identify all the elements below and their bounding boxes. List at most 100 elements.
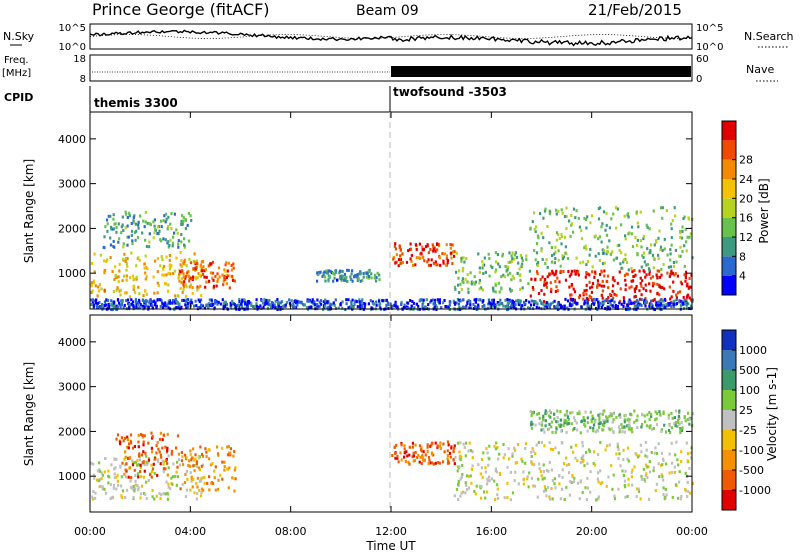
velocity-cell (214, 488, 217, 492)
velocity-cell (530, 414, 533, 418)
velocity-cell (652, 469, 655, 473)
velocity-cell (486, 451, 489, 455)
velocity-cell (584, 410, 587, 414)
velocity-cell (98, 485, 101, 489)
power-cell (355, 300, 358, 304)
power-cell (432, 302, 436, 306)
velocity-cell (176, 434, 180, 438)
velocity-cell (621, 430, 624, 434)
velocity-cell (142, 450, 145, 454)
power-cell (666, 271, 669, 275)
velocity-cell (155, 451, 158, 455)
velocity-cell (446, 440, 450, 444)
power-cell (551, 254, 554, 257)
power-cell (240, 302, 243, 306)
velocity-cell (511, 454, 514, 458)
power-cell (165, 217, 168, 221)
power-cell (562, 270, 565, 273)
velocity-cell (619, 415, 622, 419)
power-cell (600, 284, 603, 288)
velocity-cell (570, 445, 573, 449)
velocity-cell (581, 441, 584, 444)
power-cell (684, 276, 687, 280)
power-cell (642, 234, 645, 238)
power-cell (200, 298, 203, 302)
velocity-cell (617, 425, 621, 429)
power-cell (537, 306, 541, 310)
power-cell (637, 225, 640, 229)
velocity-cell (651, 427, 654, 431)
power-cell (147, 305, 150, 309)
power-cell (555, 208, 558, 212)
power-cell (192, 267, 195, 271)
velocity-cell (513, 479, 516, 483)
power-cell (477, 303, 480, 307)
velocity-cell (195, 497, 198, 501)
velocity-cell (443, 450, 446, 454)
velocity-cell (643, 479, 647, 483)
power-cell (167, 215, 170, 219)
power-cell (161, 306, 165, 310)
power-cell (420, 298, 423, 302)
power-cell (216, 280, 219, 283)
power-cell (439, 263, 442, 267)
velocity-cell (187, 459, 191, 463)
power-cell (325, 271, 328, 275)
power-cell (284, 303, 287, 307)
power-cell (610, 217, 613, 221)
power-cell (510, 260, 513, 263)
power-cell (588, 273, 591, 277)
power-cell (481, 264, 484, 268)
power-cell (424, 306, 427, 310)
power-cell (196, 285, 199, 289)
power-cell (539, 212, 542, 216)
velocity-cell (456, 469, 459, 473)
power-cell (280, 300, 283, 304)
power-cell (646, 247, 649, 251)
power-cell (325, 300, 328, 304)
power-cell (359, 279, 362, 283)
velocity-cell (565, 456, 568, 460)
power-cell (232, 278, 235, 282)
velocity-cell (542, 418, 545, 422)
velocity-cell (576, 459, 579, 463)
power-cell (602, 251, 605, 255)
velocity-cell (594, 430, 597, 434)
power-cell (415, 302, 418, 306)
velocity-cell (599, 441, 602, 444)
power-cell (624, 257, 627, 261)
velocity-cell (453, 444, 456, 448)
velocity-cell (597, 497, 600, 501)
velocity-cell (567, 421, 571, 425)
power-cell (137, 285, 140, 289)
velocity-cell (114, 466, 117, 470)
power-cell (347, 298, 350, 302)
velocity-cell (563, 418, 566, 422)
velocity-cell (599, 412, 602, 416)
power-cell (453, 285, 456, 289)
velocity-cell (548, 495, 551, 499)
power-cell (96, 305, 99, 309)
power-cell (118, 303, 121, 307)
velocity-cell (652, 466, 655, 470)
velocity-cell (142, 443, 145, 447)
power-cell (128, 305, 131, 309)
velocity-cell (408, 462, 411, 466)
velocity-cell (454, 455, 457, 459)
power-cell (642, 237, 645, 241)
velocity-cell (623, 418, 626, 422)
power-cell (466, 300, 469, 304)
power-cell (669, 258, 672, 262)
power-cell (527, 306, 530, 310)
velocity-cell (470, 481, 473, 485)
power-cell (656, 301, 659, 305)
power-cell (267, 299, 270, 303)
velocity-cell (535, 443, 538, 447)
power-cell (253, 306, 256, 310)
power-cell (685, 284, 689, 288)
power-cell (489, 264, 492, 268)
power-cell (282, 304, 285, 308)
power-cell (163, 273, 166, 277)
power-cell (185, 264, 188, 268)
power-cell (500, 275, 503, 279)
